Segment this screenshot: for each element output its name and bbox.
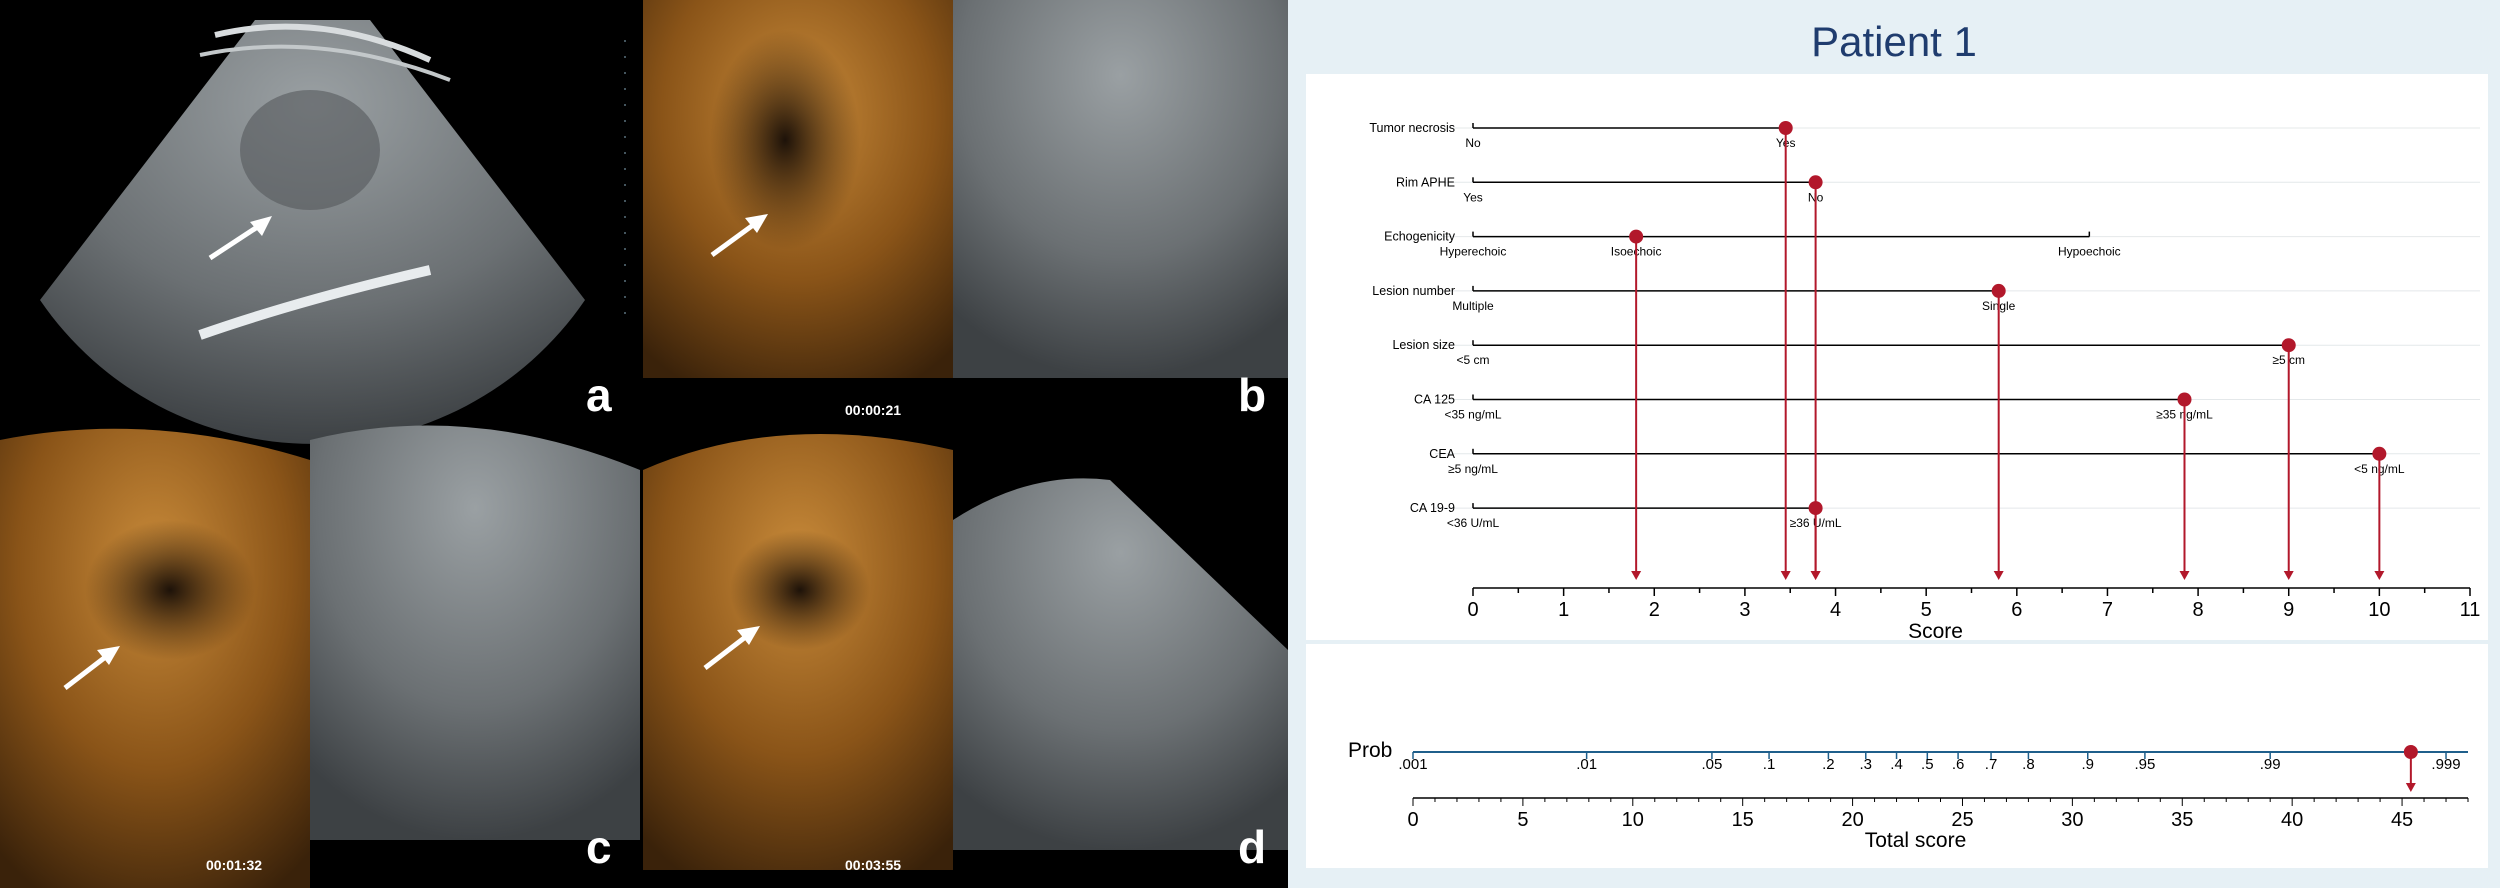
patient-marker — [2281, 338, 2296, 353]
variable-label: CA 125 — [1414, 393, 1455, 407]
score-tick-label: 5 — [1921, 599, 1932, 621]
nomogram-panel: Patient 1 — [1288, 0, 2500, 888]
score-arrow-head — [2374, 571, 2385, 580]
panel-letter-d: d — [1238, 821, 1267, 873]
panel-letter-b: b — [1238, 369, 1267, 421]
patient-marker — [1808, 501, 1823, 516]
panel-a-image — [40, 20, 626, 444]
prob-axis-label: Prob — [1348, 739, 1392, 762]
total-tick-label: 35 — [2171, 809, 2193, 831]
prob-tick-label: .01 — [1576, 756, 1597, 773]
score-tick-label: 8 — [2193, 599, 2204, 621]
patient-total-marker — [2403, 745, 2418, 759]
score-arrow-head — [1810, 571, 1821, 580]
total-tick-label: 25 — [1951, 809, 1973, 831]
prob-tick-label: .4 — [1890, 756, 1903, 773]
level-label: <36 U/mL — [1447, 516, 1500, 530]
patient-marker — [1778, 121, 1793, 135]
panel-b-timestamp: 00:00:21 — [845, 402, 902, 418]
ultrasound-images — [0, 0, 1288, 888]
level-label: No — [1465, 136, 1481, 150]
level-label: Hyperechoic — [1440, 245, 1507, 259]
score-arrow-head — [2283, 571, 2294, 580]
panel-c-timestamp: 00:01:32 — [206, 857, 263, 873]
prob-tick-label: .8 — [2022, 756, 2035, 773]
total-tick-label: 40 — [2281, 809, 2303, 831]
total-tick-label: 0 — [1407, 809, 1418, 831]
score-arrow-head — [1780, 571, 1791, 580]
score-arrow-head — [1631, 571, 1642, 580]
ultrasound-figure: a b c d 00:00:21 00:01:32 00:03:55 — [0, 0, 1288, 888]
score-tick-label: 0 — [1467, 599, 1478, 621]
total-tick-label: 30 — [2061, 809, 2083, 831]
score-tick-label: 7 — [2102, 599, 2113, 621]
score-tick-label: 3 — [1739, 599, 1750, 621]
total-arrow-head — [2405, 783, 2416, 792]
score-tick-label: 2 — [1649, 599, 1660, 621]
prob-tick-label: .05 — [1701, 756, 1722, 773]
score-arrow-head — [1993, 571, 2004, 580]
level-label: Hypoechoic — [2058, 245, 2121, 259]
panel-letter-a: a — [586, 369, 612, 421]
score-plot-area — [1306, 74, 2488, 640]
variable-label: Rim APHE — [1396, 175, 1455, 189]
prob-tick-label: .3 — [1860, 756, 1873, 773]
score-tick-label: 10 — [2368, 599, 2390, 621]
score-tick-label: 9 — [2283, 599, 2294, 621]
prob-tick-label: .5 — [1921, 756, 1934, 773]
level-label: <35 ng/mL — [1444, 408, 1501, 422]
patient-marker — [1808, 175, 1823, 190]
patient-marker — [1991, 283, 2006, 298]
patient-marker — [2372, 446, 2387, 461]
total-tick-label: 15 — [1732, 809, 1754, 831]
panel-b-image — [643, 0, 1288, 378]
prob-tick-label: .999 — [2431, 756, 2460, 773]
prob-tick-label: .7 — [1985, 756, 1998, 773]
panel-c-image — [0, 425, 640, 888]
variable-label: Lesion number — [1372, 284, 1455, 298]
chart-title: Patient 1 — [1811, 18, 1977, 65]
prob-tick-label: .9 — [2082, 756, 2095, 773]
prob-tick-label: .99 — [2260, 756, 2281, 773]
patient-marker — [2177, 392, 2192, 407]
score-tick-label: 6 — [2011, 599, 2022, 621]
panel-letter-c: c — [586, 821, 612, 873]
variable-label: Lesion size — [1392, 338, 1455, 352]
total-tick-label: 20 — [1841, 809, 1863, 831]
total-tick-label: 10 — [1622, 809, 1644, 831]
level-label: ≥5 ng/mL — [1448, 462, 1498, 476]
panel-d-image — [643, 434, 1288, 870]
panel-d-timestamp: 00:03:55 — [845, 857, 902, 873]
level-label: Multiple — [1452, 299, 1494, 313]
level-label: <5 cm — [1456, 353, 1489, 367]
score-tick-label: 11 — [2460, 599, 2481, 621]
patient-marker — [1629, 229, 1644, 244]
prob-tick-label: .1 — [1763, 756, 1776, 773]
total-tick-label: 45 — [2391, 809, 2413, 831]
score-tick-label: 1 — [1558, 599, 1569, 621]
level-label: Yes — [1463, 190, 1483, 204]
score-tick-label: 4 — [1830, 599, 1841, 621]
total-axis-title: Total score — [1865, 829, 1967, 852]
score-arrow-head — [2179, 571, 2190, 580]
prob-tick-label: .001 — [1398, 756, 1427, 773]
prob-tick-label: .6 — [1952, 756, 1965, 773]
total-tick-label: 5 — [1517, 809, 1528, 831]
variable-label: CEA — [1429, 447, 1455, 461]
variable-label: CA 19-9 — [1410, 501, 1455, 515]
prob-tick-label: .2 — [1822, 756, 1835, 773]
variable-label: Echogenicity — [1384, 230, 1456, 244]
prob-tick-label: .95 — [2134, 756, 2155, 773]
score-axis-title: Score — [1908, 620, 1963, 643]
variable-label: Tumor necrosis — [1369, 121, 1455, 135]
